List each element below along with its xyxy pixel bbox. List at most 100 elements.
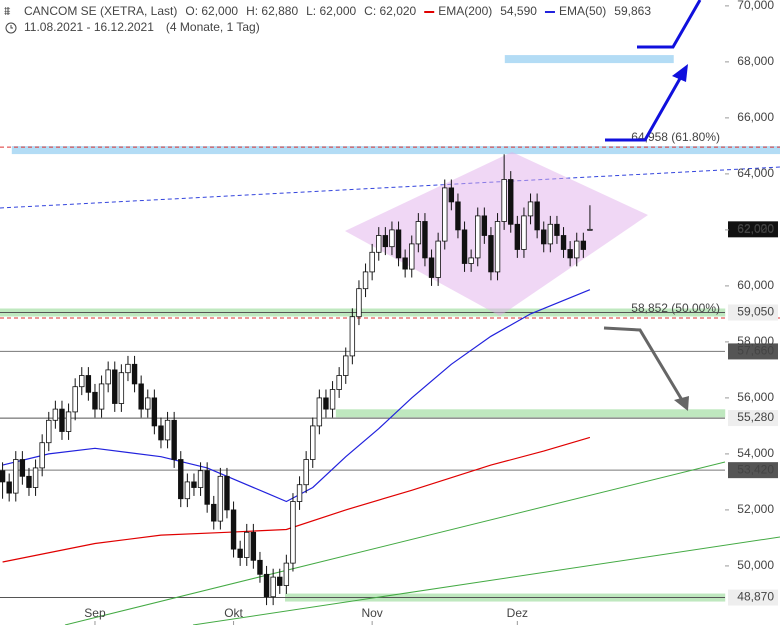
candle-body	[527, 201, 534, 217]
candle-body	[151, 397, 158, 427]
candle-body	[164, 419, 171, 441]
clock-icon	[5, 22, 17, 34]
fib-label: 58,852 (50.00%)	[631, 301, 720, 315]
candle-body	[138, 383, 144, 410]
legend-value: 54,590	[500, 4, 537, 18]
candle-body	[415, 221, 422, 245]
candle-body	[191, 481, 197, 488]
arrow	[603, 326, 684, 401]
candle-body	[323, 397, 329, 410]
y-tick-label: 70,000	[737, 0, 774, 12]
candle-body	[501, 179, 507, 222]
level-box	[728, 589, 778, 606]
candle-body	[13, 459, 19, 494]
candle-body	[369, 251, 375, 273]
candle-body	[277, 576, 283, 586]
candle-body	[494, 221, 501, 273]
level-label: 48,870	[737, 590, 774, 604]
level-box	[728, 410, 778, 427]
candle-body	[184, 481, 191, 500]
candle-body	[409, 243, 415, 270]
candle-body	[376, 235, 382, 253]
zone	[504, 55, 674, 64]
level-box	[728, 304, 778, 321]
legend-name: EMA(200)	[438, 4, 492, 18]
level-label: 53,420	[737, 462, 774, 476]
levels: 64,958 (61.80%) 58,852 (50.00%)	[0, 130, 780, 599]
candle-body	[112, 369, 118, 404]
candle-body	[131, 363, 138, 385]
fib-label: 64,958 (61.80%)	[631, 130, 720, 144]
candle-body	[39, 442, 45, 469]
y-tick-label: 54,000	[737, 446, 774, 460]
candle-body	[336, 375, 342, 390]
candle-body	[382, 235, 389, 248]
candle-body	[46, 419, 52, 444]
candle-body	[197, 470, 204, 488]
candle-body	[178, 459, 184, 500]
arrow-head	[672, 64, 688, 82]
candle-body	[310, 425, 316, 460]
plot	[0, 154, 593, 606]
candle-body	[98, 383, 105, 410]
candle-body	[105, 369, 111, 385]
candle-body	[481, 215, 488, 236]
candle-body	[92, 391, 98, 410]
y-tick-label: 68,000	[737, 54, 774, 68]
candle-body	[329, 389, 336, 410]
candle-body	[567, 249, 573, 259]
candle-body	[547, 223, 554, 245]
candle-body	[85, 375, 92, 393]
y-tick-label: 52,000	[737, 502, 774, 516]
candle-body	[316, 397, 323, 427]
subtitle: 11.08.2021 - 16.12.2021	[24, 20, 154, 34]
candle-body	[541, 229, 547, 245]
candle-body	[435, 240, 441, 278]
candle-body	[0, 470, 6, 483]
ema-line	[2, 436, 591, 563]
level-box	[728, 462, 778, 479]
candle-body	[171, 419, 177, 460]
candle-body	[303, 459, 309, 486]
stat: O: 62,000	[185, 4, 238, 18]
level-box	[728, 221, 778, 238]
candle-body	[356, 288, 362, 318]
arrow	[637, 0, 702, 49]
x-tick-label: Okt	[224, 606, 243, 620]
candle-body	[270, 576, 276, 598]
level-label: 59,050	[737, 305, 774, 319]
stat: L: 62,000	[306, 4, 356, 18]
candle-body	[145, 397, 151, 410]
candle-body	[343, 355, 349, 376]
candle-body	[250, 531, 257, 561]
title: CANCOM SE (XETRA, Last)	[24, 4, 177, 18]
zone	[335, 409, 726, 418]
ema-line	[2, 289, 591, 503]
x-tick-label: Dez	[507, 606, 528, 620]
candle-body	[514, 223, 521, 250]
level-box	[728, 343, 778, 360]
header-bg	[0, 0, 660, 40]
candle-body	[230, 509, 237, 550]
candle-body	[296, 484, 303, 502]
candle-body	[237, 548, 243, 558]
y-tick-label: 58,000	[737, 334, 774, 348]
candle-body	[534, 201, 540, 231]
candle-body	[257, 559, 263, 575]
level-label: 62,020	[737, 222, 774, 236]
trend-line	[64, 461, 726, 625]
level-label: 57,660	[737, 344, 774, 358]
trend-line	[0, 166, 780, 209]
candle-body	[560, 235, 567, 250]
candle-body	[52, 408, 59, 421]
candle-body	[118, 372, 125, 404]
header: CANCOM SE (XETRA, Last) O: 62,000 H: 62,88…	[24, 4, 651, 34]
arrow-head	[674, 396, 689, 411]
period: (4 Monate, 1 Tag)	[166, 20, 260, 34]
candle-body	[32, 467, 39, 488]
candle-body	[349, 316, 356, 357]
candle-body	[389, 229, 395, 248]
y-tick-label: 56,000	[737, 390, 774, 404]
